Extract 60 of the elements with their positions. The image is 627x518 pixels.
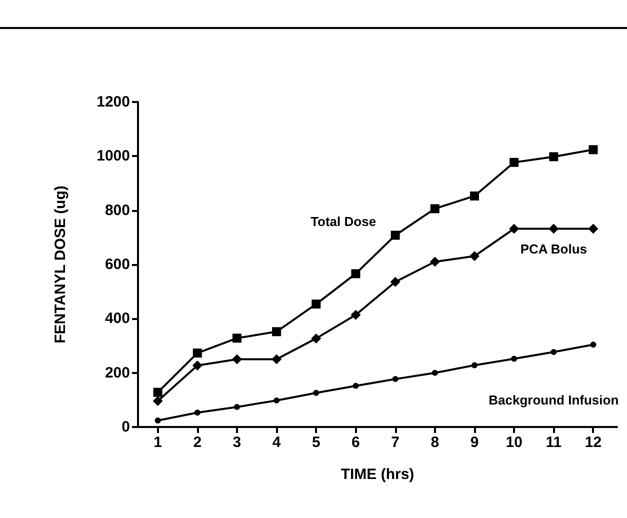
- y-tick-label: 0: [122, 418, 130, 436]
- point: [351, 269, 360, 278]
- point: [192, 360, 202, 371]
- x-tick-label: 3: [232, 434, 242, 451]
- point: [313, 390, 320, 396]
- point: [153, 388, 162, 397]
- series-label: PCA Bolus: [520, 241, 588, 256]
- y-tick-label: 200: [104, 364, 130, 382]
- y-tick-label: 1000: [96, 148, 130, 165]
- series-label: Total Dose: [310, 214, 376, 229]
- point: [390, 230, 400, 240]
- y-tick-label: 800: [104, 202, 130, 219]
- point: [274, 397, 280, 404]
- point: [232, 354, 242, 364]
- y-tick-label: 400: [104, 310, 130, 328]
- point: [154, 418, 161, 424]
- x-tick-label: 5: [312, 434, 320, 451]
- y-tick-label: 1200: [96, 94, 130, 110]
- y-axis-title: FENTANYL DOSE (ug): [52, 186, 69, 344]
- x-tick-label: 11: [546, 434, 562, 451]
- point: [430, 256, 440, 267]
- point: [352, 382, 359, 389]
- x-tick-label: 4: [272, 434, 282, 451]
- x-tick-label: 8: [430, 434, 440, 451]
- point: [548, 224, 559, 234]
- point: [470, 191, 479, 200]
- x-tick-label: 9: [470, 434, 479, 451]
- x-tick-label: 10: [506, 434, 522, 451]
- point: [392, 376, 398, 382]
- x-axis-title: TIME (hrs): [340, 466, 414, 483]
- point: [511, 356, 518, 362]
- point: [549, 152, 558, 162]
- point: [550, 348, 557, 355]
- x-tick-label: 1: [154, 434, 162, 451]
- point: [588, 145, 598, 154]
- point: [510, 158, 519, 167]
- point: [234, 404, 240, 410]
- point: [152, 396, 163, 406]
- point: [192, 348, 202, 358]
- x-tick-label: 7: [391, 434, 400, 451]
- text: Background Infusion: [488, 392, 619, 408]
- point: [469, 251, 480, 262]
- x-tick-label: 6: [352, 434, 360, 451]
- point: [390, 276, 400, 287]
- point: [194, 410, 200, 416]
- y-tick-label: 600: [104, 256, 130, 273]
- point: [590, 342, 596, 348]
- x-tick-label: 12: [584, 434, 602, 451]
- x-tick-label: 2: [193, 434, 202, 451]
- point: [430, 204, 440, 214]
- point: [232, 334, 242, 343]
- point: [588, 224, 598, 234]
- point: [312, 300, 321, 309]
- point: [509, 224, 520, 234]
- point: [272, 354, 282, 364]
- point: [432, 370, 438, 376]
- point: [471, 362, 478, 368]
- point: [272, 327, 282, 336]
- point: [311, 333, 322, 344]
- point: [350, 310, 361, 320]
